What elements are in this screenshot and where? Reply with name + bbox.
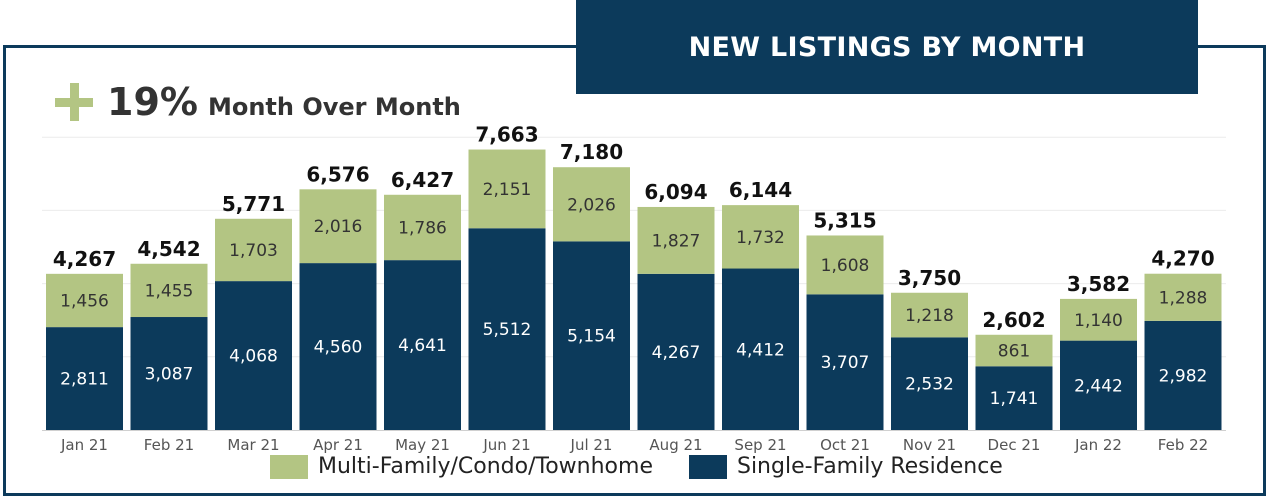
data-label-single-family: 5,512 — [483, 320, 532, 340]
data-label-multi-family: 2,151 — [483, 180, 532, 200]
x-tick-label: Aug 21 — [649, 436, 702, 454]
legend-label-multi-family: Multi-Family/Condo/Townhome — [318, 454, 653, 479]
data-label-multi-family: 861 — [998, 342, 1030, 362]
x-tick-label: Sep 21 — [734, 436, 786, 454]
data-label-multi-family: 1,218 — [905, 306, 954, 326]
bar-multi-family — [891, 292, 968, 338]
chart-title: NEW LISTINGS BY MONTH — [688, 31, 1086, 63]
bar-multi-family — [1144, 273, 1222, 321]
bar-multi-family — [553, 167, 630, 242]
data-label-multi-family: 1,288 — [1159, 288, 1208, 308]
legend-label-single-family: Single-Family Residence — [736, 454, 1003, 479]
bar-single-family — [722, 268, 799, 430]
bar-multi-family — [975, 334, 1053, 367]
data-label-single-family: 1,741 — [990, 389, 1039, 409]
bar-multi-family — [468, 149, 546, 229]
legend-item-multi-family: Multi-Family/Condo/Townhome — [270, 454, 653, 479]
data-label-total: 4,542 — [137, 237, 200, 261]
bar-single-family — [215, 281, 292, 430]
data-label-multi-family: 1,786 — [398, 218, 447, 238]
data-label-total: 7,663 — [475, 123, 538, 147]
x-tick-label: Jul 21 — [570, 436, 613, 454]
data-label-single-family: 2,982 — [1159, 366, 1208, 386]
bar-single-family — [46, 327, 123, 430]
x-tick-label: Feb 21 — [144, 436, 194, 454]
data-label-single-family: 2,532 — [905, 375, 954, 395]
data-label-total: 3,582 — [1067, 272, 1130, 296]
data-label-total: 4,267 — [53, 247, 116, 271]
legend: Multi-Family/Condo/Townhome Single-Famil… — [270, 454, 1039, 479]
bar-multi-family — [806, 235, 884, 295]
bar-multi-family — [299, 189, 377, 264]
bar-multi-family — [1060, 298, 1137, 341]
data-label-multi-family: 1,455 — [145, 281, 194, 301]
x-tick-label: Apr 21 — [313, 436, 363, 454]
data-label-multi-family: 2,026 — [567, 195, 616, 215]
x-tick-label: Oct 21 — [820, 436, 870, 454]
bar-single-family — [1144, 320, 1222, 430]
change-percent: 19% — [107, 80, 198, 124]
data-label-total: 6,427 — [391, 168, 454, 192]
bar-multi-family — [215, 218, 292, 282]
data-label-multi-family: 1,608 — [821, 256, 870, 276]
data-label-single-family: 3,707 — [821, 353, 870, 373]
bar-multi-family — [384, 194, 461, 261]
legend-swatch-single-family — [688, 454, 727, 479]
data-label-single-family: 2,811 — [60, 370, 109, 390]
x-tick-label: Jun 21 — [482, 436, 530, 454]
x-tick-label: Dec 21 — [988, 436, 1041, 454]
bar-multi-family — [637, 206, 715, 274]
chart-frame — [3, 45, 1266, 496]
data-label-multi-family: 1,827 — [652, 231, 701, 251]
bar-multi-family — [722, 205, 799, 269]
x-tick-label: Jan 21 — [60, 436, 108, 454]
data-label-single-family: 4,641 — [398, 336, 447, 356]
x-tick-label: Feb 22 — [1158, 436, 1208, 454]
x-tick-label: Jan 22 — [1074, 436, 1122, 454]
bar-single-family — [891, 337, 968, 430]
data-label-total: 5,771 — [222, 192, 285, 216]
bar-single-family — [806, 294, 884, 430]
data-label-multi-family: 2,016 — [314, 217, 363, 237]
data-label-single-family: 4,068 — [229, 347, 278, 367]
x-tick-label: Mar 21 — [227, 436, 279, 454]
data-label-single-family: 5,154 — [567, 327, 616, 347]
data-label-total: 3,750 — [898, 266, 961, 290]
bar-single-family — [130, 317, 208, 430]
data-label-total: 6,144 — [729, 178, 792, 202]
data-label-single-family: 4,412 — [736, 340, 785, 360]
data-label-total: 5,315 — [813, 208, 876, 232]
data-label-single-family: 4,267 — [652, 343, 701, 363]
legend-swatch-multi-family — [270, 454, 308, 479]
x-tick-label: May 21 — [395, 436, 450, 454]
x-tick-label: Nov 21 — [903, 436, 956, 454]
title-banner: NEW LISTINGS BY MONTH — [576, 0, 1198, 94]
month-over-month-summary: 19% Month Over Month — [55, 80, 461, 124]
bar-single-family — [1060, 340, 1137, 430]
bar-single-family — [299, 263, 377, 430]
bar-multi-family — [46, 273, 123, 328]
data-label-total: 6,576 — [306, 162, 369, 186]
data-label-multi-family: 1,703 — [229, 241, 278, 261]
bar-single-family — [384, 260, 461, 430]
bar-single-family — [468, 228, 546, 430]
data-label-total: 7,180 — [560, 140, 623, 164]
data-label-multi-family: 1,140 — [1074, 311, 1123, 331]
data-label-total: 6,094 — [644, 180, 707, 204]
change-label: Month Over Month — [207, 93, 461, 121]
data-label-total: 2,602 — [982, 308, 1045, 332]
bar-single-family — [975, 366, 1053, 430]
bar-single-family — [637, 273, 715, 430]
data-label-multi-family: 1,456 — [60, 291, 109, 311]
bar-multi-family — [130, 263, 208, 318]
plus-icon — [55, 83, 93, 121]
data-label-single-family: 3,087 — [145, 365, 194, 385]
data-label-total: 4,270 — [1151, 247, 1214, 271]
bar-single-family — [553, 241, 630, 430]
data-label-single-family: 4,560 — [314, 338, 363, 358]
data-label-multi-family: 1,732 — [736, 228, 785, 248]
data-label-single-family: 2,442 — [1074, 376, 1123, 396]
legend-item-single-family: Single-Family Residence — [688, 454, 1003, 479]
